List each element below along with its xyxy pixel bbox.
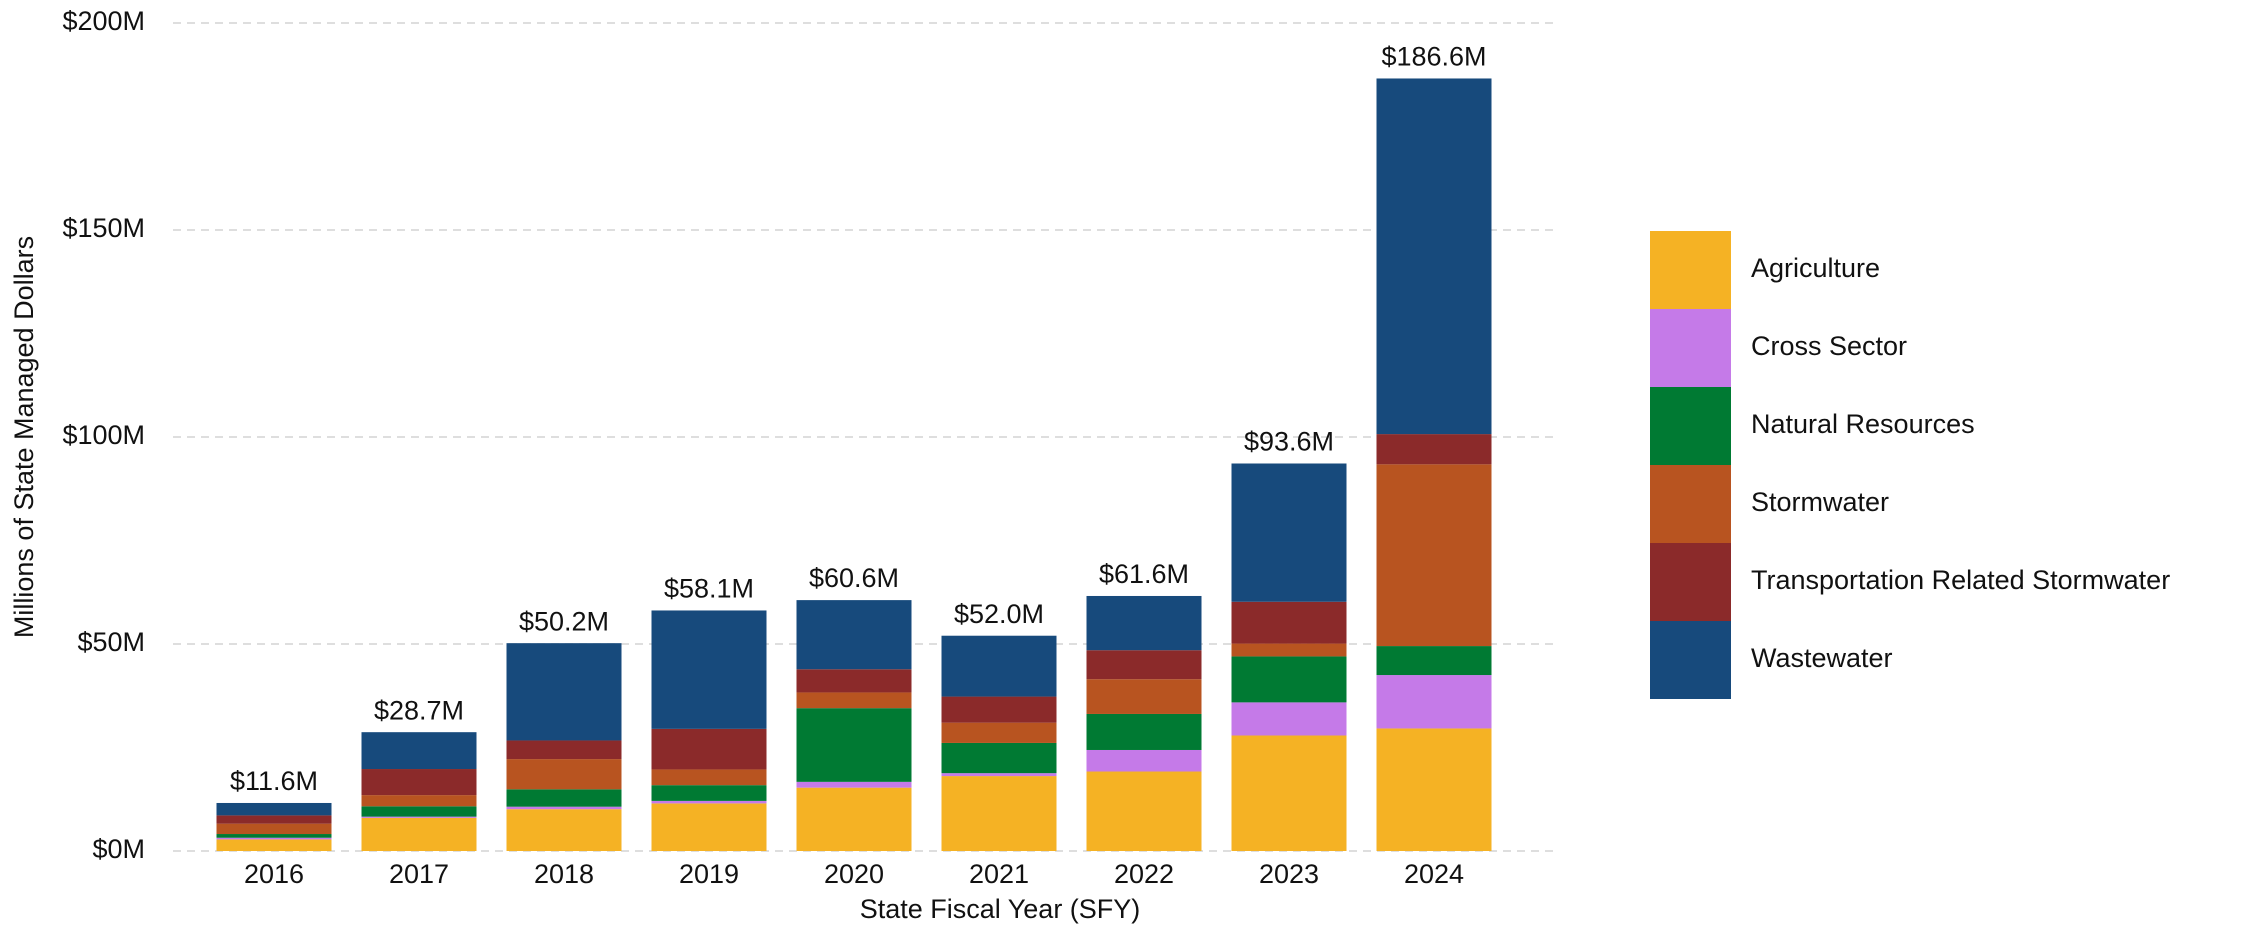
- bar-segment: [941, 722, 1057, 743]
- y-tick-label: $50M: [77, 627, 145, 657]
- bar-segment: [651, 728, 767, 770]
- bar-segment: [796, 669, 912, 693]
- y-tick-label: $150M: [62, 213, 145, 243]
- bar-segment: [216, 837, 332, 840]
- x-tick-label: 2019: [679, 859, 739, 889]
- legend-swatch: [1650, 231, 1731, 309]
- bar-segment: [1376, 728, 1492, 851]
- total-label: $52.0M: [954, 599, 1044, 629]
- bar-segment: [651, 610, 767, 729]
- x-tick-label: 2016: [244, 859, 304, 889]
- bar-segment: [651, 803, 767, 851]
- bar-segment: [651, 769, 767, 786]
- bar-segment: [361, 769, 477, 796]
- bar-segment: [796, 708, 912, 782]
- legend-swatch: [1650, 387, 1731, 465]
- y-tick-label: $0M: [92, 834, 145, 864]
- bar-segment: [506, 789, 622, 807]
- total-label: $28.7M: [374, 695, 464, 725]
- bar-segment: [796, 600, 912, 670]
- bar-segment: [361, 795, 477, 807]
- bar-segment: [941, 776, 1057, 851]
- legend-swatch: [1650, 621, 1731, 699]
- bar-segment: [216, 834, 332, 838]
- bar-segment: [1086, 595, 1202, 651]
- bar-segment: [1086, 713, 1202, 750]
- bar-segment: [1086, 749, 1202, 772]
- bar-segment: [1376, 78, 1492, 435]
- bar-segment: [506, 759, 622, 790]
- x-tick-label: 2023: [1259, 859, 1319, 889]
- bar-segment: [1376, 646, 1492, 676]
- bar-segment: [1376, 464, 1492, 647]
- total-label: $93.6M: [1244, 427, 1334, 457]
- x-tick-label: 2020: [824, 859, 884, 889]
- bar-segment: [1376, 675, 1492, 729]
- bar-segment: [506, 643, 622, 741]
- bar-segment: [941, 773, 1057, 777]
- x-tick-label: 2021: [969, 859, 1029, 889]
- y-tick-label: $200M: [62, 6, 145, 36]
- y-axis-label: Millions of State Managed Dollars: [9, 236, 39, 638]
- total-label: $60.6M: [809, 563, 899, 593]
- bar-segment: [361, 732, 477, 770]
- bar-segment: [941, 742, 1057, 774]
- bar-segment: [216, 839, 332, 851]
- legend-label: Cross Sector: [1751, 331, 1907, 361]
- total-label: $50.2M: [519, 606, 609, 636]
- bar-segment: [941, 696, 1057, 723]
- legend-swatch: [1650, 543, 1731, 621]
- bar-segment: [506, 740, 622, 760]
- legend-label: Transportation Related Stormwater: [1751, 565, 2170, 595]
- bar-segment: [796, 787, 912, 851]
- y-tick-label: $100M: [62, 420, 145, 450]
- bar-segment: [361, 817, 477, 851]
- legend-swatch: [1650, 465, 1731, 543]
- bar-segment: [1231, 735, 1347, 851]
- bar-segment: [1231, 601, 1347, 644]
- bar-segment: [651, 785, 767, 801]
- bar-segment: [796, 781, 912, 788]
- legend-label: Natural Resources: [1751, 409, 1975, 439]
- bar-segment: [1231, 702, 1347, 736]
- legend-label: Stormwater: [1751, 487, 1889, 517]
- bar-segment: [216, 815, 332, 824]
- bar-segment: [1086, 650, 1202, 680]
- bar-segment: [361, 816, 477, 818]
- x-tick-label: 2018: [534, 859, 594, 889]
- bar-segment: [506, 809, 622, 851]
- bar-segment: [216, 802, 332, 816]
- bar-segment: [1086, 771, 1202, 851]
- bar-segment: [1376, 434, 1492, 465]
- total-label: $61.6M: [1099, 559, 1189, 589]
- bar-segment: [1086, 679, 1202, 714]
- x-tick-label: 2017: [389, 859, 449, 889]
- bar-segment: [216, 823, 332, 835]
- bar-segment: [506, 806, 622, 810]
- total-label: $11.6M: [230, 766, 318, 796]
- legend-label: Wastewater: [1751, 643, 1893, 673]
- bar-segment: [651, 800, 767, 804]
- bar-segment: [1231, 656, 1347, 703]
- legend-swatch: [1650, 309, 1731, 387]
- x-tick-label: 2022: [1114, 859, 1174, 889]
- bar-segment: [361, 806, 477, 817]
- total-label: $58.1M: [664, 574, 754, 604]
- legend-label: Agriculture: [1751, 253, 1880, 283]
- total-label: $186.6M: [1381, 42, 1486, 72]
- x-axis-label: State Fiscal Year (SFY): [860, 894, 1141, 924]
- bar-segment: [1231, 463, 1347, 602]
- x-tick-label: 2024: [1404, 859, 1464, 889]
- bar-segment: [1231, 643, 1347, 657]
- bar-segment: [941, 635, 1057, 697]
- bar-segment: [796, 692, 912, 709]
